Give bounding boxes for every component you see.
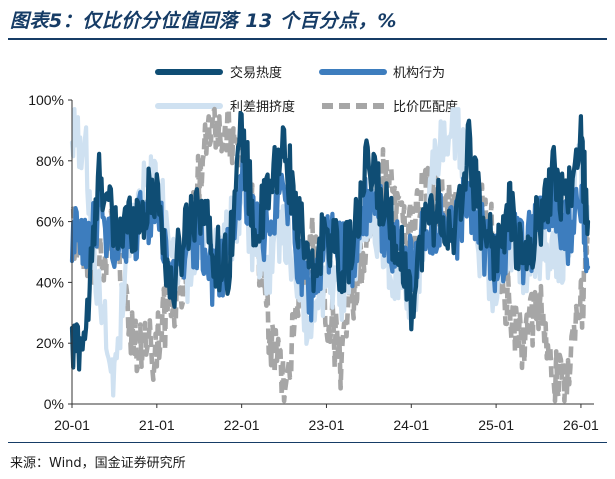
series-layer: [69, 106, 591, 404]
x-tick-label: 21-01: [139, 417, 175, 433]
footer-divider: [8, 442, 607, 443]
x-tick-label: 24-01: [393, 417, 429, 433]
y-tick-label: 20%: [36, 335, 64, 351]
legend-label: 比价匹配度: [393, 99, 458, 115]
chart-title: 图表5：仅比价分位值回落 13 个百分点，%: [10, 10, 397, 32]
x-tick-label: 26-01: [563, 417, 599, 433]
x-tick-label: 23-01: [309, 417, 345, 433]
x-tick-label: 25-01: [478, 417, 514, 433]
series-line-4: [70, 106, 590, 404]
legend-label: 机构行为: [393, 66, 445, 81]
x-tick-label: 20-01: [54, 417, 90, 433]
legend-label: 利差拥挤度: [230, 99, 295, 115]
y-tick-label: 0%: [44, 396, 64, 412]
y-tick-label: 100%: [28, 92, 64, 108]
series-line-1: [69, 110, 591, 372]
legend-label: 交易热度: [230, 65, 282, 81]
y-tick-label: 40%: [36, 274, 64, 290]
axes-layer: 0% 20% 40% 60% 80% 100% 20-01 21-01 22-01 23-01 24…: [28, 92, 599, 433]
title-divider: [8, 38, 607, 40]
y-tick-label: 60%: [36, 214, 64, 230]
x-tick-label: 22-01: [224, 417, 260, 433]
y-tick-label: 80%: [36, 153, 64, 169]
source-note: 来源：Wind，国金证券研究所: [10, 456, 186, 471]
